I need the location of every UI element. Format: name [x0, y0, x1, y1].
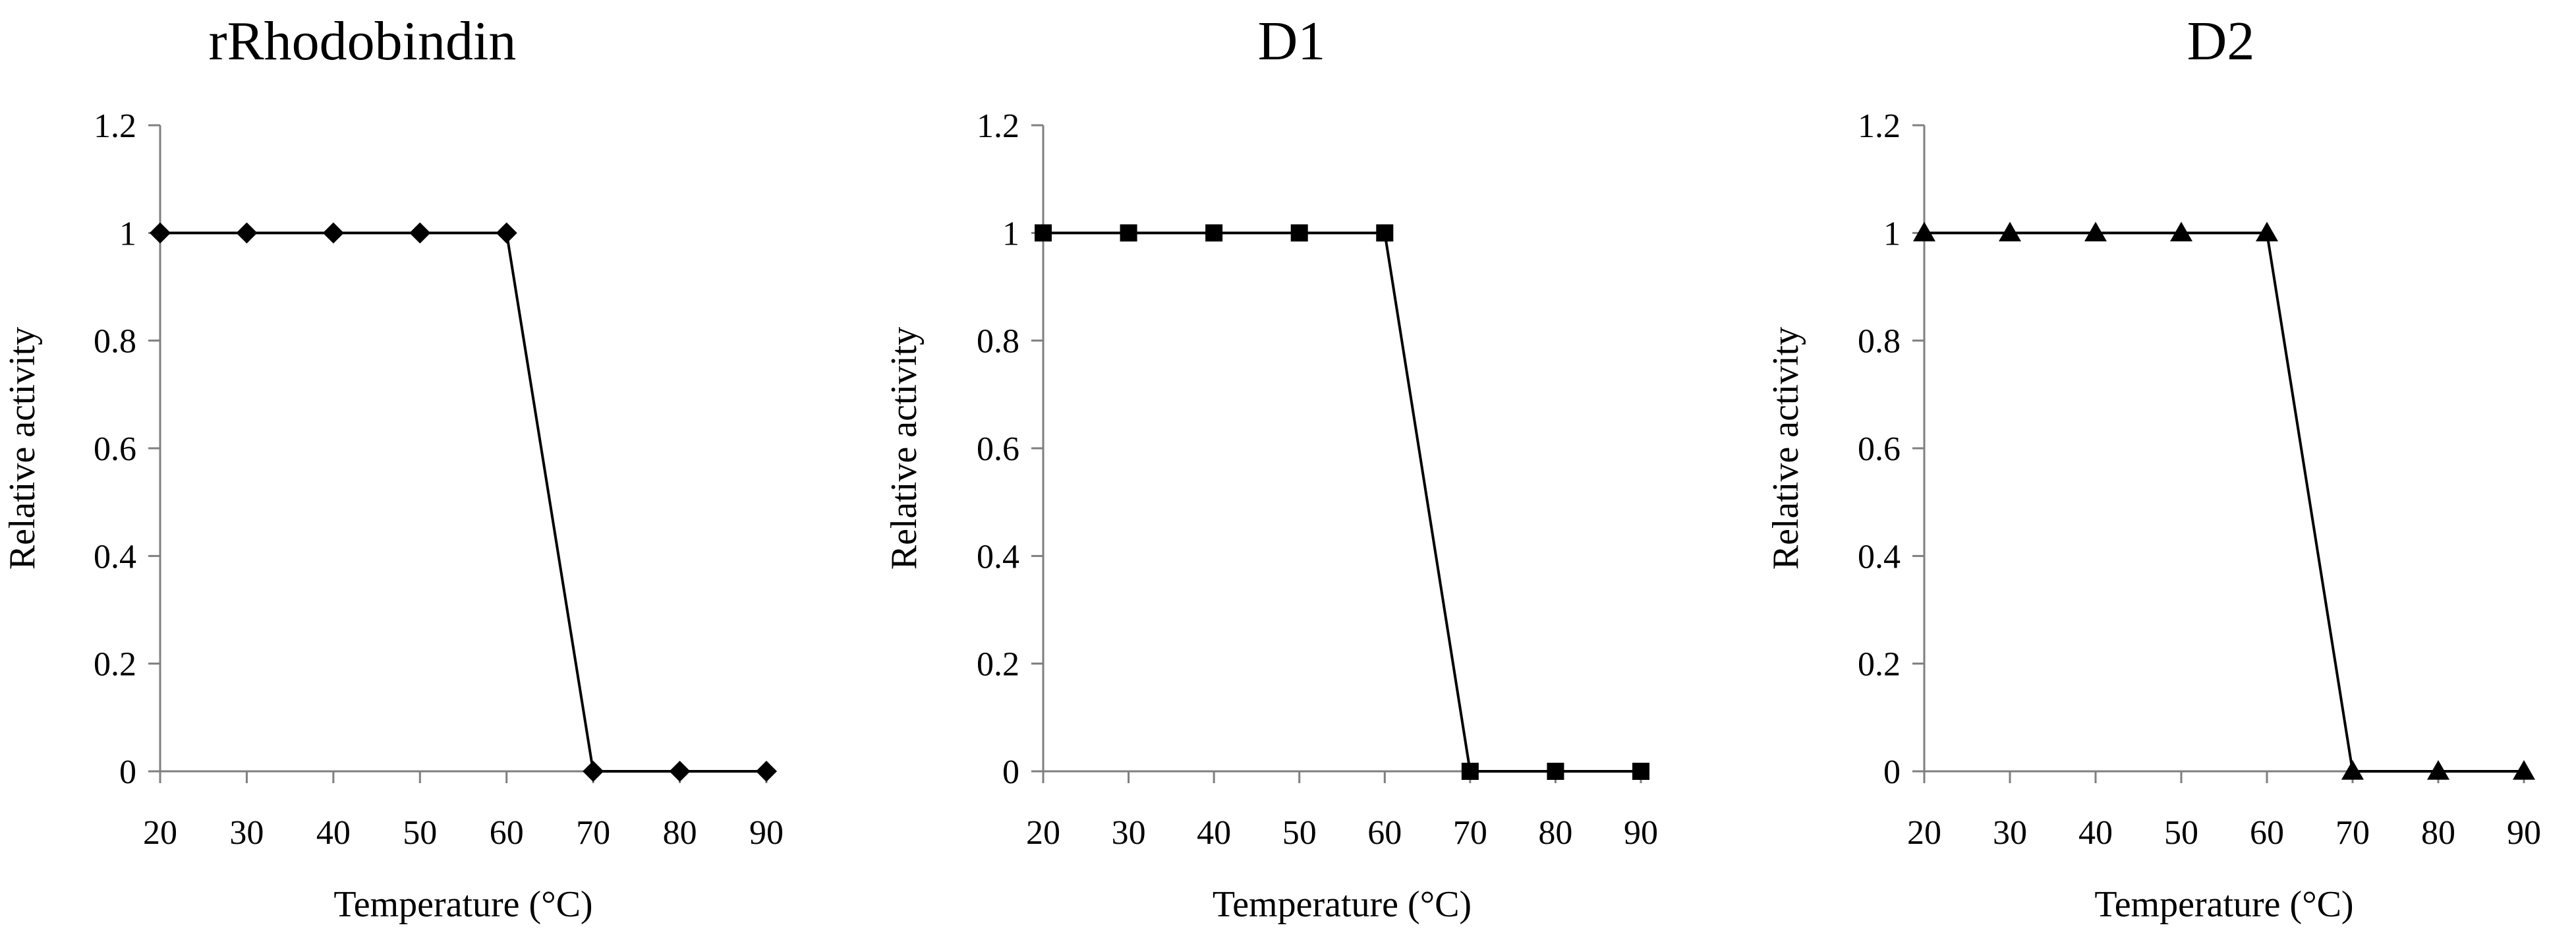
- y-tick-label: 0: [119, 754, 136, 791]
- data-point-70: [2341, 760, 2364, 780]
- y-axis-title: Relative activity: [2, 327, 43, 570]
- x-tick-label: 90: [1624, 814, 1658, 852]
- x-tick-label: 70: [1453, 814, 1487, 852]
- x-tick-label: 90: [2507, 814, 2541, 852]
- x-axis-title: Temperature (°C): [1213, 884, 1472, 925]
- y-tick-label: 1.2: [977, 107, 1019, 145]
- x-tick-label: 20: [1907, 814, 1941, 852]
- x-tick-label: 40: [1197, 814, 1231, 852]
- y-tick-label: 0.4: [977, 538, 1019, 576]
- chart-title: D1: [1258, 11, 1326, 72]
- series-line-1: [1043, 231, 1641, 773]
- series-line-1: [160, 231, 766, 773]
- chart-title: rRhodobindin: [209, 11, 517, 72]
- x-tick-label: 30: [1112, 814, 1146, 852]
- x-tick-label: 70: [2335, 814, 2370, 852]
- x-tick-label: 60: [490, 814, 524, 852]
- chart-title: D2: [2187, 11, 2255, 72]
- data-point-80: [669, 761, 691, 782]
- data-point-90: [1632, 763, 1649, 780]
- data-point-60: [2256, 222, 2278, 242]
- data-point-80: [2427, 760, 2449, 780]
- y-tick-label: 0.6: [94, 430, 136, 468]
- x-axis-title: Temperature (°C): [2094, 884, 2353, 925]
- data-point-60: [1376, 224, 1394, 242]
- data-point-50: [1290, 224, 1308, 242]
- x-tick-label: 60: [1367, 814, 1402, 852]
- y-tick-label: 0.4: [1858, 538, 1901, 576]
- x-tick-label: 20: [143, 814, 177, 852]
- y-tick-label: 0.6: [977, 430, 1019, 468]
- y-tick-label: 0: [1002, 754, 1019, 791]
- data-point-30: [1120, 224, 1137, 242]
- x-tick-label: 40: [2078, 814, 2113, 852]
- data-point-70: [583, 761, 604, 782]
- chart-panel-2: D1 0 0.2 0.4 0.6 0.8 1 1.2 20 30 40 50 60 70 80 90 Tempe…: [884, 11, 1658, 925]
- data-point-20: [1913, 222, 1935, 242]
- x-tick-label: 30: [1993, 814, 2027, 852]
- x-tick-label: 40: [316, 814, 351, 852]
- x-tick-label: 70: [576, 814, 610, 852]
- data-point-20: [150, 222, 171, 244]
- x-axis-title: Temperature (°C): [333, 884, 592, 925]
- y-tick-label: 0.2: [1858, 646, 1901, 684]
- x-tick-label: 20: [1026, 814, 1060, 852]
- x-tick-label: 80: [2421, 814, 2455, 852]
- x-tick-label: 50: [2164, 814, 2198, 852]
- x-tick-label: 50: [403, 814, 437, 852]
- y-tick-label: 0.8: [94, 323, 136, 361]
- data-point-20: [1035, 224, 1052, 242]
- data-point-80: [1547, 763, 1564, 780]
- y-axis-title: Relative activity: [1765, 327, 1806, 570]
- y-tick-label: 1: [119, 215, 136, 252]
- x-tick-label: 80: [1538, 814, 1572, 852]
- data-point-30: [1999, 222, 2021, 242]
- y-tick-label: 0.8: [977, 323, 1019, 361]
- data-point-90: [756, 761, 777, 782]
- series-line-1: [1924, 231, 2524, 773]
- x-tick-label: 90: [749, 814, 784, 852]
- data-point-70: [1461, 763, 1479, 780]
- data-point-90: [2513, 760, 2535, 780]
- data-point-40: [2084, 222, 2107, 242]
- y-tick-label: 0.2: [977, 646, 1019, 684]
- y-tick-label: 1: [1883, 215, 1901, 252]
- data-point-50: [409, 222, 431, 244]
- y-tick-label: 0.8: [1858, 323, 1901, 361]
- x-tick-label: 80: [663, 814, 697, 852]
- data-point-50: [2170, 222, 2192, 242]
- y-tick-label: 0.2: [94, 646, 136, 684]
- y-tick-label: 1.2: [1858, 107, 1901, 145]
- y-tick-label: 1: [1002, 215, 1019, 252]
- data-point-40: [1205, 224, 1223, 242]
- x-tick-label: 50: [1282, 814, 1317, 852]
- y-tick-label: 0.4: [94, 538, 136, 576]
- chart-panel-1: rRhodobindin 0 0.2 0.4 0.6 0.8 1 1.2 20 30 40 50 60 7…: [2, 11, 784, 925]
- y-tick-label: 0.6: [1858, 430, 1901, 468]
- y-tick-label: 0: [1883, 754, 1901, 791]
- x-tick-label: 30: [229, 814, 264, 852]
- data-point-40: [322, 222, 344, 244]
- data-point-60: [496, 222, 517, 244]
- x-tick-label: 60: [2250, 814, 2284, 852]
- data-point-30: [236, 222, 258, 244]
- y-axis-title: Relative activity: [884, 327, 925, 570]
- y-tick-label: 1.2: [94, 107, 136, 145]
- chart-panel-3: D2 0 0.2 0.4 0.6 0.8 1 1.2 20 30 40 50 60 70 80 90 Tempe…: [1765, 11, 2541, 925]
